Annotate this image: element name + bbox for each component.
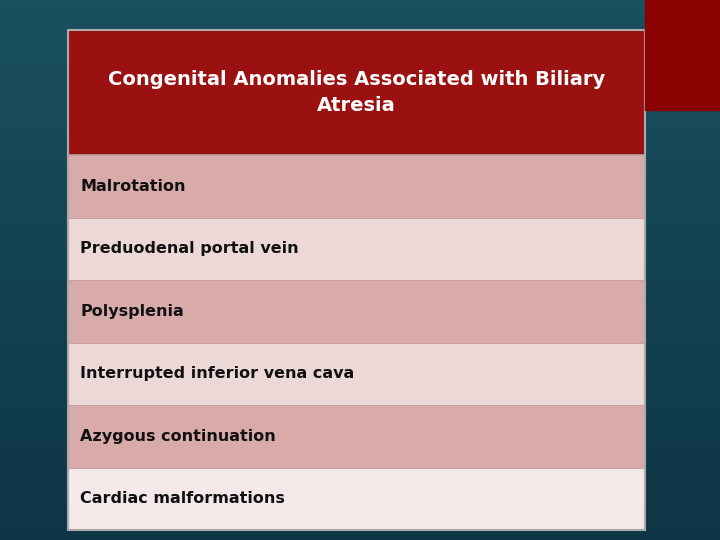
- Bar: [0, 346, 720, 356]
- Bar: [0, 464, 720, 475]
- Bar: [0, 108, 720, 119]
- Bar: [0, 497, 720, 508]
- Bar: [0, 22, 720, 32]
- Bar: [0, 130, 720, 140]
- Bar: [0, 11, 720, 22]
- Bar: [0, 205, 720, 216]
- Bar: [0, 313, 720, 324]
- Bar: [68, 155, 645, 218]
- Bar: [0, 162, 720, 173]
- Bar: [0, 367, 720, 378]
- Bar: [0, 227, 720, 238]
- Bar: [0, 65, 720, 76]
- Bar: [0, 270, 720, 281]
- Bar: [0, 518, 720, 529]
- Bar: [0, 259, 720, 270]
- Text: Preduodenal portal vein: Preduodenal portal vein: [80, 241, 299, 256]
- Bar: [0, 378, 720, 389]
- Bar: [0, 248, 720, 259]
- Text: Polysplenia: Polysplenia: [80, 303, 184, 319]
- Text: Interrupted inferior vena cava: Interrupted inferior vena cava: [80, 366, 354, 381]
- Bar: [0, 454, 720, 464]
- Bar: [68, 468, 645, 530]
- Bar: [0, 86, 720, 97]
- Bar: [68, 218, 645, 280]
- Bar: [0, 389, 720, 400]
- Bar: [0, 292, 720, 302]
- Bar: [0, 356, 720, 367]
- Bar: [0, 529, 720, 540]
- Bar: [0, 32, 720, 43]
- Bar: [0, 410, 720, 421]
- Bar: [0, 443, 720, 454]
- Bar: [0, 486, 720, 497]
- Bar: [0, 281, 720, 292]
- Bar: [645, 0, 720, 110]
- Bar: [0, 0, 720, 11]
- Bar: [68, 30, 645, 530]
- Bar: [0, 43, 720, 54]
- Bar: [0, 324, 720, 335]
- Bar: [0, 508, 720, 518]
- Bar: [0, 400, 720, 410]
- Bar: [68, 405, 645, 468]
- Text: Cardiac malformations: Cardiac malformations: [80, 491, 285, 507]
- Bar: [0, 335, 720, 346]
- Bar: [0, 119, 720, 130]
- Bar: [0, 140, 720, 151]
- Bar: [68, 342, 645, 405]
- Bar: [0, 432, 720, 443]
- Bar: [0, 54, 720, 65]
- Bar: [0, 238, 720, 248]
- Bar: [0, 151, 720, 162]
- Bar: [0, 76, 720, 86]
- Bar: [68, 280, 645, 342]
- Bar: [0, 302, 720, 313]
- Bar: [0, 475, 720, 486]
- Bar: [0, 97, 720, 108]
- Text: Azygous continuation: Azygous continuation: [80, 429, 276, 444]
- Bar: [0, 421, 720, 432]
- Text: Congenital Anomalies Associated with Biliary
Atresia: Congenital Anomalies Associated with Bil…: [108, 70, 605, 115]
- Bar: [0, 194, 720, 205]
- Bar: [0, 216, 720, 227]
- Bar: [0, 173, 720, 184]
- Bar: [68, 30, 645, 155]
- Text: Malrotation: Malrotation: [80, 179, 186, 194]
- Bar: [0, 184, 720, 194]
